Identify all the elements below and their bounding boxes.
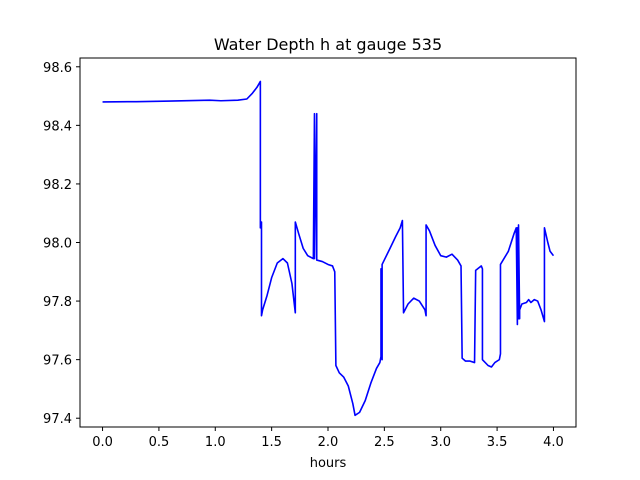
x-tick-label: 1.5 (261, 435, 282, 450)
x-tick-label: 0.0 (92, 435, 113, 450)
x-tick-label: 2.5 (374, 435, 395, 450)
y-tick-label: 98.4 (43, 119, 72, 134)
x-tick-label: 2.0 (318, 435, 339, 450)
y-tick-label: 98.0 (43, 237, 72, 252)
x-tick-label: 4.0 (543, 435, 564, 450)
y-axis: 97.4 97.6 97.8 98.0 98.2 98.4 98.6 (43, 61, 80, 427)
x-axis-label: hours (310, 456, 347, 471)
y-tick-label: 98.6 (43, 61, 72, 76)
x-tick-label: 3.5 (487, 435, 508, 450)
y-tick-label: 98.2 (43, 178, 72, 193)
y-tick-label: 97.8 (43, 295, 72, 310)
series-line-0 (102, 80, 555, 417)
x-tick-label: 0.5 (149, 435, 170, 450)
chart-title: Water Depth h at gauge 535 (214, 35, 442, 54)
x-axis: 0.0 0.5 1.0 1.5 2.0 2.5 3.0 3.5 4.0 (92, 427, 564, 450)
x-tick-label: 1.0 (205, 435, 226, 450)
x-tick-label: 3.0 (430, 435, 451, 450)
y-tick-label: 97.4 (43, 412, 72, 427)
y-tick-label: 97.6 (43, 354, 72, 369)
